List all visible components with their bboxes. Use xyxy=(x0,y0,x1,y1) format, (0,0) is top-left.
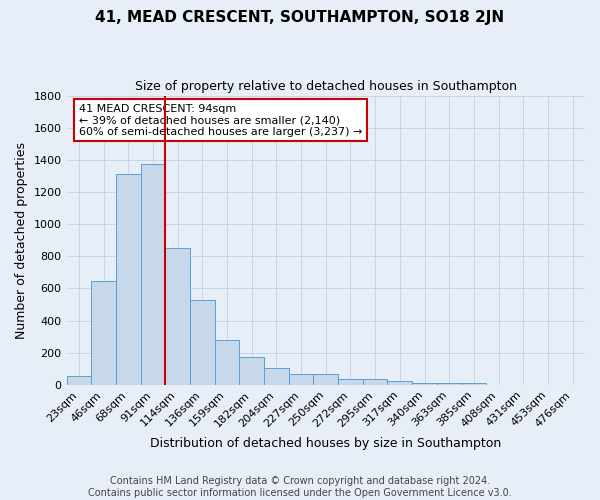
Bar xyxy=(190,300,215,385)
Bar xyxy=(264,368,289,385)
Bar xyxy=(338,378,363,385)
Text: 41 MEAD CRESCENT: 94sqm
← 39% of detached houses are smaller (2,140)
60% of semi: 41 MEAD CRESCENT: 94sqm ← 39% of detache… xyxy=(79,104,362,137)
Bar xyxy=(67,376,91,385)
Bar xyxy=(140,164,165,385)
Text: 41, MEAD CRESCENT, SOUTHAMPTON, SO18 2JN: 41, MEAD CRESCENT, SOUTHAMPTON, SO18 2JN xyxy=(95,10,505,25)
Bar xyxy=(116,174,140,385)
Bar xyxy=(215,340,239,385)
Bar xyxy=(165,248,190,385)
Title: Size of property relative to detached houses in Southampton: Size of property relative to detached ho… xyxy=(135,80,517,93)
X-axis label: Distribution of detached houses by size in Southampton: Distribution of detached houses by size … xyxy=(150,437,502,450)
Bar xyxy=(313,374,338,385)
Bar xyxy=(388,382,412,385)
Bar xyxy=(461,383,486,385)
Bar xyxy=(437,383,461,385)
Bar xyxy=(363,379,388,385)
Y-axis label: Number of detached properties: Number of detached properties xyxy=(15,142,28,338)
Text: Contains HM Land Registry data © Crown copyright and database right 2024.
Contai: Contains HM Land Registry data © Crown c… xyxy=(88,476,512,498)
Bar xyxy=(412,383,437,385)
Bar xyxy=(289,374,313,385)
Bar xyxy=(239,356,264,385)
Bar xyxy=(91,281,116,385)
